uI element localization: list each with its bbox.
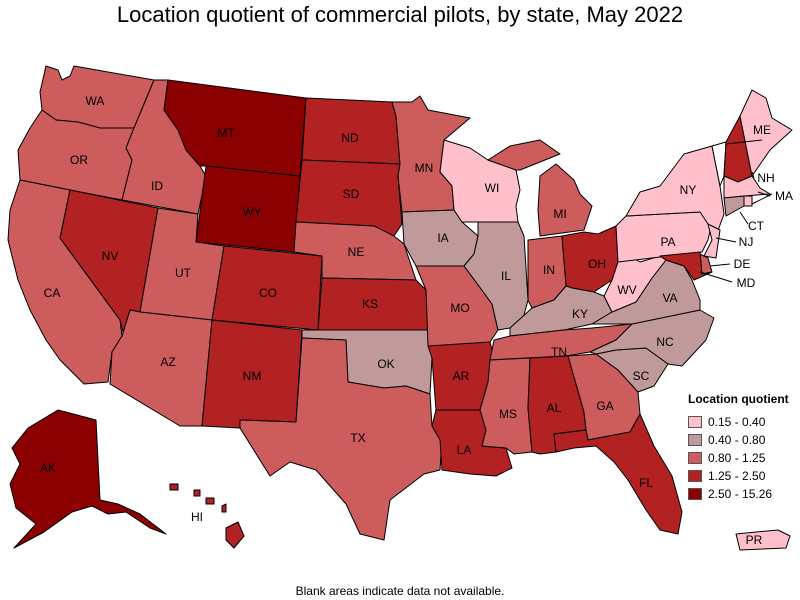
legend-swatch bbox=[688, 488, 702, 500]
label-IL: IL bbox=[501, 269, 511, 283]
label-VA: VA bbox=[662, 291, 677, 305]
legend-swatch bbox=[688, 470, 702, 482]
leader-lines bbox=[699, 139, 773, 283]
label-IN: IN bbox=[543, 263, 555, 277]
label-CT: CT bbox=[748, 219, 765, 233]
state-MI[interactable] bbox=[487, 139, 593, 237]
label-MI: MI bbox=[553, 207, 566, 221]
label-MT: MT bbox=[217, 126, 235, 140]
state-PR[interactable] bbox=[735, 529, 791, 551]
label-HI: HI bbox=[191, 510, 203, 524]
label-FL: FL bbox=[639, 476, 653, 490]
legend-swatch bbox=[688, 416, 702, 428]
label-NC: NC bbox=[656, 335, 674, 349]
label-KY: KY bbox=[572, 307, 588, 321]
label-AZ: AZ bbox=[160, 355, 175, 369]
label-SC: SC bbox=[633, 369, 650, 383]
legend-item: 2.50 - 15.26 bbox=[688, 485, 800, 503]
state-FL[interactable] bbox=[553, 413, 683, 535]
label-KS: KS bbox=[362, 297, 378, 311]
label-TN: TN bbox=[551, 345, 567, 359]
states-layer bbox=[7, 65, 793, 551]
label-MN: MN bbox=[415, 161, 434, 175]
label-ND: ND bbox=[341, 131, 359, 145]
label-WV: WV bbox=[617, 283, 636, 297]
legend-item: 0.80 - 1.25 bbox=[688, 449, 800, 467]
legend-label: 2.50 - 15.26 bbox=[708, 487, 773, 501]
map-title: Location quotient of commercial pilots, … bbox=[116, 2, 684, 27]
legend-label: 0.40 - 0.80 bbox=[708, 433, 766, 447]
label-MA: MA bbox=[775, 189, 793, 203]
legend-label: 1.25 - 2.50 bbox=[708, 469, 766, 483]
legend-swatch bbox=[688, 434, 702, 446]
label-NY: NY bbox=[680, 183, 697, 197]
label-TX: TX bbox=[350, 431, 365, 445]
legend-title: Location quotient bbox=[688, 392, 789, 406]
label-OH: OH bbox=[588, 257, 606, 271]
legend-item: 0.40 - 0.80 bbox=[688, 431, 800, 449]
label-AR: AR bbox=[453, 369, 470, 383]
label-AL: AL bbox=[547, 401, 562, 415]
label-MO: MO bbox=[450, 301, 469, 315]
label-DE: DE bbox=[734, 257, 751, 271]
legend-label: 0.15 - 0.40 bbox=[708, 415, 766, 429]
state-ME[interactable] bbox=[739, 89, 793, 177]
label-NJ: NJ bbox=[739, 235, 754, 249]
legend-label: 0.80 - 1.25 bbox=[708, 451, 766, 465]
footnote: Blank areas indicate data not available. bbox=[295, 584, 505, 598]
state-MD[interactable] bbox=[659, 251, 713, 281]
state-labels: WA OR CA ID NV MT WY UT AZ CO NM ND SD N… bbox=[40, 94, 793, 547]
label-PA: PA bbox=[660, 235, 675, 249]
legend: Location quotient 0.15 - 0.40 0.40 - 0.8… bbox=[688, 392, 800, 503]
label-PR: PR bbox=[746, 533, 763, 547]
label-NM: NM bbox=[243, 369, 262, 383]
label-OR: OR bbox=[70, 153, 88, 167]
state-CT[interactable] bbox=[723, 195, 745, 217]
label-MS: MS bbox=[499, 407, 517, 421]
label-IA: IA bbox=[437, 231, 448, 245]
legend-item: 0.15 - 0.40 bbox=[688, 413, 800, 431]
label-NV: NV bbox=[102, 249, 119, 263]
label-UT: UT bbox=[175, 266, 192, 280]
legend-swatch bbox=[688, 452, 702, 464]
state-AK[interactable] bbox=[9, 409, 167, 549]
label-MD: MD bbox=[737, 276, 756, 290]
label-OK: OK bbox=[377, 357, 394, 371]
label-AK: AK bbox=[40, 461, 56, 475]
label-NH: NH bbox=[757, 171, 774, 185]
label-WI: WI bbox=[485, 181, 500, 195]
label-SD: SD bbox=[343, 187, 360, 201]
state-TX[interactable] bbox=[239, 337, 443, 541]
label-WA: WA bbox=[86, 94, 105, 108]
label-LA: LA bbox=[457, 443, 472, 457]
label-NE: NE bbox=[348, 245, 365, 259]
label-GA: GA bbox=[596, 399, 613, 413]
state-IL[interactable] bbox=[463, 221, 529, 331]
label-CO: CO bbox=[259, 286, 277, 300]
label-ID: ID bbox=[151, 179, 163, 193]
state-RI[interactable] bbox=[743, 195, 753, 207]
state-HI[interactable] bbox=[169, 483, 245, 549]
legend-item: 1.25 - 2.50 bbox=[688, 467, 800, 485]
label-CA: CA bbox=[44, 286, 61, 300]
label-WY: WY bbox=[242, 205, 261, 219]
state-NJ[interactable] bbox=[703, 223, 721, 259]
label-ME: ME bbox=[753, 123, 771, 137]
